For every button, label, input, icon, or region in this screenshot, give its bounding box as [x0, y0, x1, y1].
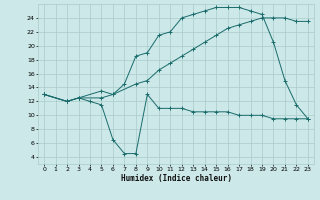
- X-axis label: Humidex (Indice chaleur): Humidex (Indice chaleur): [121, 174, 231, 183]
